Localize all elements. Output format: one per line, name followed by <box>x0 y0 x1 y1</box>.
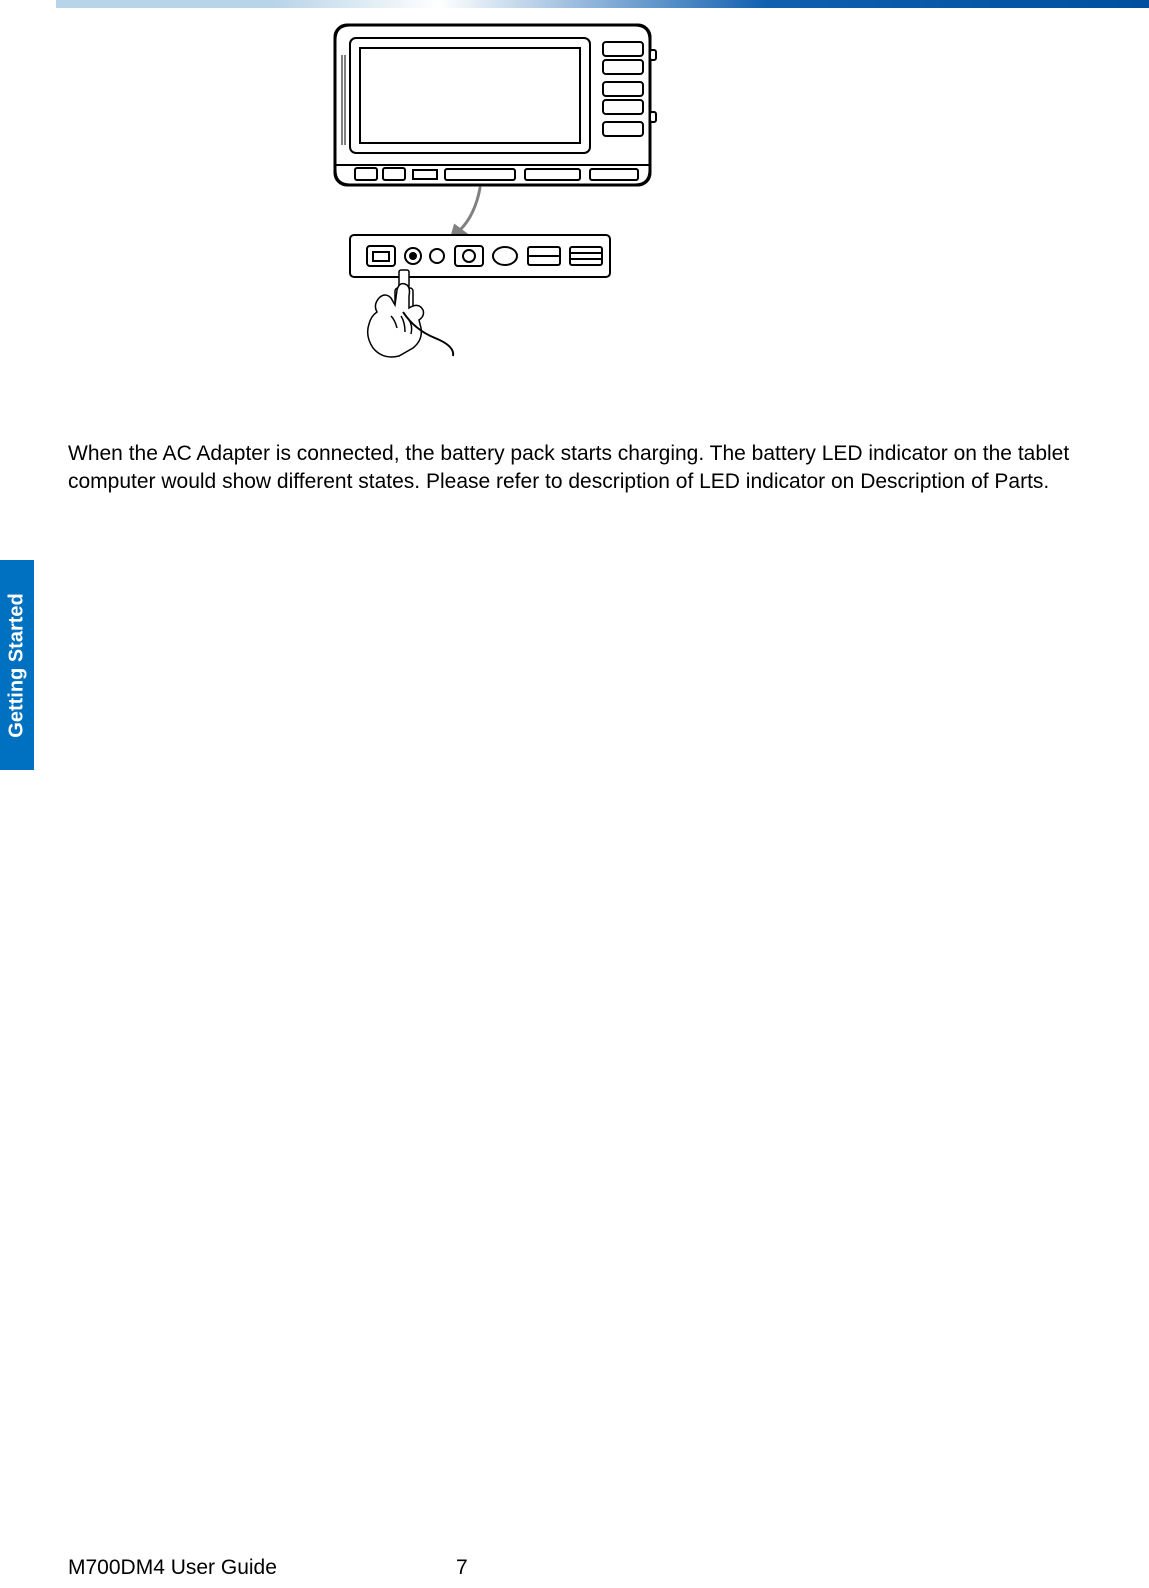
tablet-connector-drawing-icon <box>305 20 880 360</box>
footer-title: M700DM4 User Guide <box>68 1556 1083 1580</box>
section-side-tab-label: Getting Started <box>6 593 29 737</box>
top-gradient-bar <box>56 0 1149 8</box>
page-number: 7 <box>456 1556 468 1580</box>
device-illustration <box>305 20 880 360</box>
section-side-tab: Getting Started <box>0 560 34 770</box>
body-paragraph: When the AC Adapter is connected, the ba… <box>68 440 1083 497</box>
